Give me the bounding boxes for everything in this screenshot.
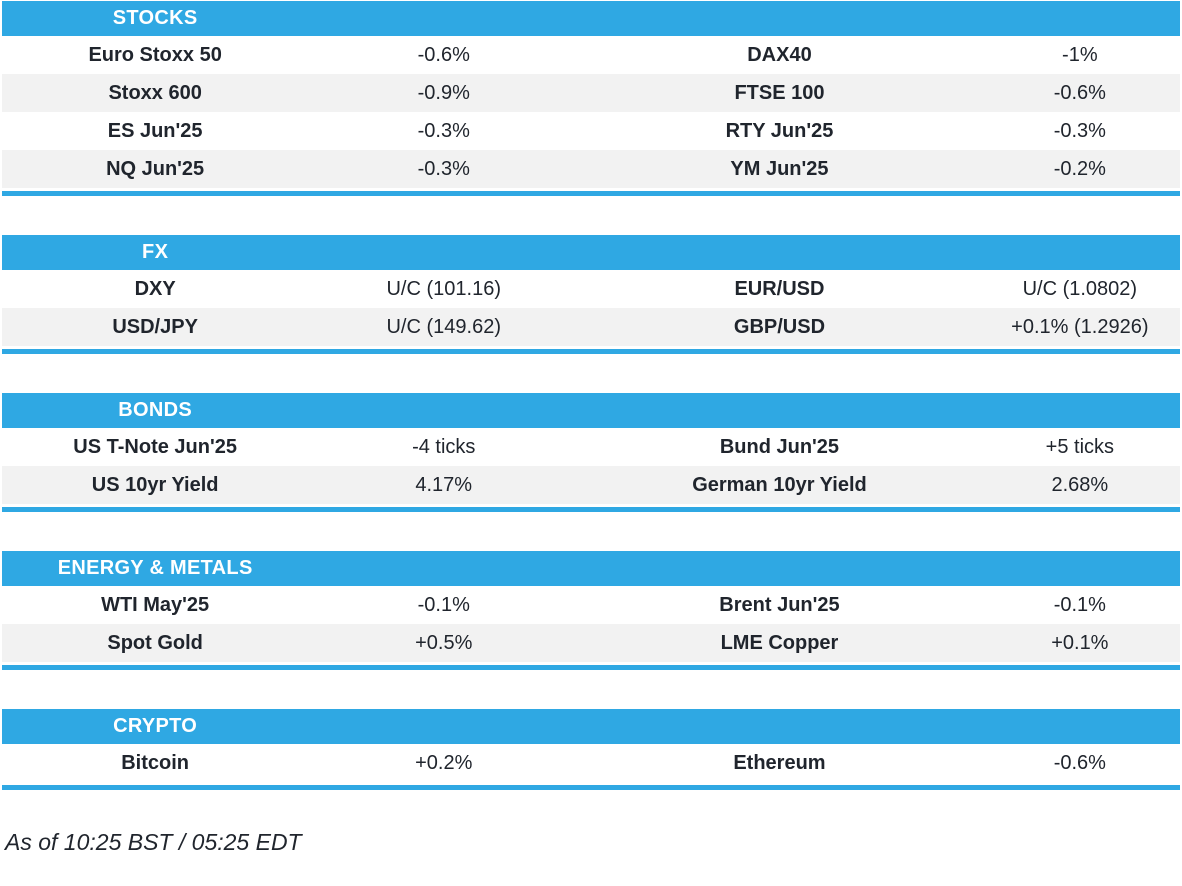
instrument-change: -0.1%	[1053, 593, 1106, 616]
market-section-stocks: STOCKS Euro Stoxx 50 -0.6% DAX40 -1% Sto…	[2, 1, 1180, 196]
instrument-change: U/C (1.0802)	[1022, 277, 1138, 300]
section-title: CRYPTO	[113, 715, 198, 737]
instrument-name: DXY	[134, 277, 176, 300]
market-section-crypto: CRYPTO Bitcoin +0.2% Ethereum -0.6%	[2, 709, 1180, 790]
section-divider	[2, 785, 1180, 790]
as-of-timestamp: As of 10:25 BST / 05:25 EDT	[5, 829, 302, 855]
instrument-change: +5 ticks	[1045, 435, 1115, 458]
market-tables: STOCKS Euro Stoxx 50 -0.6% DAX40 -1% Sto…	[2, 1, 1180, 790]
table-row: ES Jun'25 -0.3% RTY Jun'25 -0.3%	[2, 112, 1180, 150]
instrument-name: DAX40	[747, 43, 812, 66]
section-rows: DXY U/C (101.16) EUR/USD U/C (1.0802) US…	[2, 270, 1180, 346]
instrument-change: -1%	[1062, 43, 1098, 66]
section-header-bar: STOCKS	[2, 1, 1180, 36]
instrument-name: LME Copper	[720, 631, 839, 654]
section-rows: Bitcoin +0.2% Ethereum -0.6%	[2, 744, 1180, 782]
instrument-change: -0.9%	[417, 81, 470, 104]
instrument-name: Bund Jun'25	[719, 435, 840, 458]
section-rows: Euro Stoxx 50 -0.6% DAX40 -1% Stoxx 600 …	[2, 36, 1180, 188]
market-section-energy-metals: ENERGY & METALS WTI May'25 -0.1% Brent J…	[2, 551, 1180, 670]
section-header-bar: FX	[2, 235, 1180, 270]
instrument-name: ES Jun'25	[107, 119, 203, 142]
section-divider	[2, 191, 1180, 196]
table-row: NQ Jun'25 -0.3% YM Jun'25 -0.2%	[2, 150, 1180, 188]
instrument-change: U/C (101.16)	[386, 277, 501, 300]
instrument-name: GBP/USD	[733, 315, 826, 338]
instrument-name: NQ Jun'25	[106, 157, 205, 180]
instrument-change: -0.3%	[1053, 119, 1106, 142]
table-row: WTI May'25 -0.1% Brent Jun'25 -0.1%	[2, 586, 1180, 624]
instrument-name: WTI May'25	[101, 593, 210, 616]
table-row: Euro Stoxx 50 -0.6% DAX40 -1%	[2, 36, 1180, 74]
section-title: ENERGY & METALS	[57, 557, 253, 579]
table-row: DXY U/C (101.16) EUR/USD U/C (1.0802)	[2, 270, 1180, 308]
instrument-change: +0.2%	[415, 751, 473, 774]
market-section-fx: FX DXY U/C (101.16) EUR/USD U/C (1.0802)…	[2, 235, 1180, 354]
instrument-change: -0.3%	[417, 157, 470, 180]
section-header-bar: CRYPTO	[2, 709, 1180, 744]
instrument-name: Bitcoin	[121, 751, 190, 774]
instrument-change: U/C (149.62)	[386, 315, 501, 338]
instrument-change: 2.68%	[1051, 473, 1109, 496]
instrument-name: Stoxx 600	[108, 81, 202, 104]
instrument-name: EUR/USD	[734, 277, 825, 300]
section-divider	[2, 665, 1180, 670]
instrument-name: USD/JPY	[112, 315, 198, 338]
table-row: Bitcoin +0.2% Ethereum -0.6%	[2, 744, 1180, 782]
section-title: FX	[142, 241, 169, 263]
section-header-bar: ENERGY & METALS	[2, 551, 1180, 586]
section-header-bar: BONDS	[2, 393, 1180, 428]
instrument-name: Brent Jun'25	[719, 593, 840, 616]
section-rows: US T-Note Jun'25 -4 ticks Bund Jun'25 +5…	[2, 428, 1180, 504]
instrument-change: -0.6%	[417, 43, 470, 66]
instrument-change: +0.1% (1.2926)	[1011, 315, 1149, 338]
table-row: USD/JPY U/C (149.62) GBP/USD +0.1% (1.29…	[2, 308, 1180, 346]
section-title: STOCKS	[112, 7, 198, 29]
instrument-change: +0.5%	[415, 631, 473, 654]
instrument-name: US 10yr Yield	[91, 473, 219, 496]
section-divider	[2, 349, 1180, 354]
instrument-name: German 10yr Yield	[692, 473, 867, 496]
instrument-name: US T-Note Jun'25	[73, 435, 237, 458]
instrument-change: +0.1%	[1051, 631, 1109, 654]
instrument-name: FTSE 100	[734, 81, 825, 104]
instrument-name: Spot Gold	[107, 631, 203, 654]
instrument-name: RTY Jun'25	[725, 119, 834, 142]
instrument-name: Euro Stoxx 50	[88, 43, 222, 66]
table-row: US T-Note Jun'25 -4 ticks Bund Jun'25 +5…	[2, 428, 1180, 466]
section-rows: WTI May'25 -0.1% Brent Jun'25 -0.1% Spot…	[2, 586, 1180, 662]
instrument-name: Ethereum	[733, 751, 826, 774]
instrument-change: -0.6%	[1053, 751, 1106, 774]
instrument-change: 4.17%	[415, 473, 473, 496]
instrument-change: -0.2%	[1053, 157, 1106, 180]
instrument-change: -0.1%	[417, 593, 470, 616]
table-row: US 10yr Yield 4.17% German 10yr Yield 2.…	[2, 466, 1180, 504]
instrument-change: -4 ticks	[412, 435, 476, 458]
instrument-change: -0.6%	[1053, 81, 1106, 104]
section-title: BONDS	[118, 399, 192, 421]
market-section-bonds: BONDS US T-Note Jun'25 -4 ticks Bund Jun…	[2, 393, 1180, 512]
section-divider	[2, 507, 1180, 512]
instrument-change: -0.3%	[417, 119, 470, 142]
instrument-name: YM Jun'25	[730, 157, 829, 180]
table-row: Spot Gold +0.5% LME Copper +0.1%	[2, 624, 1180, 662]
table-row: Stoxx 600 -0.9% FTSE 100 -0.6%	[2, 74, 1180, 112]
